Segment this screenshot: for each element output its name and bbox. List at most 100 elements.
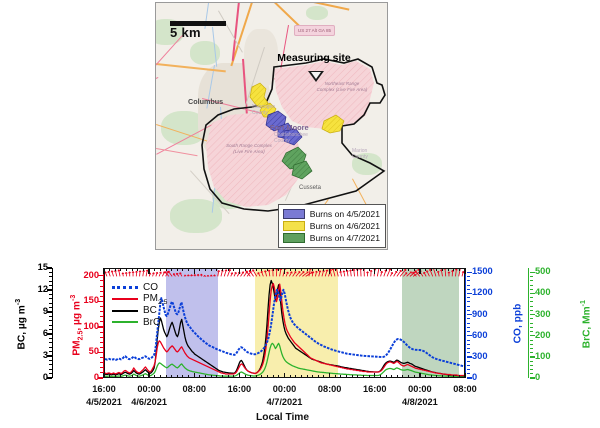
legend-line-co bbox=[112, 286, 138, 290]
y-minor-tick bbox=[467, 309, 470, 311]
y-minor-tick bbox=[467, 352, 470, 354]
map-legend-label: Burns on 4/7/2021 bbox=[309, 233, 380, 243]
y-axis-title-brc: BrC, Mm-1 bbox=[556, 300, 600, 348]
x-minor-tick bbox=[362, 375, 364, 378]
x-minor-tick bbox=[379, 268, 381, 271]
x-minor-tick bbox=[193, 375, 195, 378]
x-minor-tick bbox=[103, 268, 105, 271]
y-tick-label-co: 300 bbox=[472, 350, 488, 361]
y-minor-tick bbox=[100, 367, 103, 369]
legend-swatch-burns-4-7 bbox=[282, 233, 305, 243]
x-minor-tick bbox=[159, 375, 161, 378]
x-minor-tick bbox=[447, 375, 449, 378]
legend-swatch-burns-4-6 bbox=[282, 221, 305, 231]
x-minor-tick bbox=[300, 375, 302, 378]
x-minor-tick bbox=[261, 375, 263, 378]
x-minor-tick bbox=[340, 268, 342, 271]
x-minor-tick bbox=[272, 268, 274, 271]
y-minor-tick bbox=[100, 346, 103, 348]
series-line-brc bbox=[105, 342, 464, 377]
x-minor-tick bbox=[453, 268, 455, 271]
y-minor-tick bbox=[49, 324, 52, 326]
y-minor-tick bbox=[530, 373, 533, 375]
x-date-label: 4/8/2021 bbox=[401, 397, 438, 407]
x-minor-tick bbox=[227, 375, 229, 378]
x-minor-tick bbox=[441, 375, 443, 378]
x-minor-tick bbox=[289, 375, 291, 378]
x-minor-tick bbox=[458, 268, 460, 271]
x-minor-tick bbox=[238, 375, 240, 378]
y-minor-tick bbox=[100, 336, 103, 338]
y-minor-tick bbox=[467, 369, 470, 371]
y-minor-tick bbox=[530, 322, 533, 324]
y-tick-label-bc: 3 bbox=[42, 350, 48, 360]
x-minor-tick bbox=[165, 268, 167, 271]
x-minor-tick bbox=[329, 375, 331, 378]
y-minor-tick bbox=[530, 280, 533, 282]
y-minor-tick bbox=[467, 339, 470, 341]
y-minor-tick bbox=[530, 360, 533, 362]
x-minor-tick bbox=[221, 375, 223, 378]
y-tick-label-brc: 500 bbox=[535, 266, 551, 277]
y-minor-tick bbox=[49, 333, 52, 335]
y-minor-tick bbox=[467, 347, 470, 349]
y-minor-tick bbox=[530, 377, 533, 379]
y-tick-label-pm2-5: 200 bbox=[83, 269, 99, 280]
x-minor-tick bbox=[148, 375, 150, 378]
y-minor-tick bbox=[49, 307, 52, 309]
y-minor-tick bbox=[100, 321, 103, 323]
y-minor-tick bbox=[467, 280, 470, 282]
x-minor-tick bbox=[351, 268, 353, 271]
x-minor-tick bbox=[362, 268, 364, 271]
x-minor-tick bbox=[159, 268, 161, 271]
y-minor-tick bbox=[49, 342, 52, 344]
y-axis-label-co-text: CO, ppb bbox=[512, 303, 524, 344]
x-tick-label: 16:00 bbox=[92, 384, 116, 394]
map-scalebar: 5 km bbox=[170, 21, 226, 40]
y-minor-tick bbox=[100, 372, 103, 374]
x-minor-tick bbox=[193, 268, 195, 271]
x-minor-tick bbox=[430, 268, 432, 271]
y-minor-tick bbox=[467, 297, 470, 299]
x-minor-tick bbox=[278, 268, 280, 271]
x-minor-tick bbox=[188, 375, 190, 378]
y-minor-tick bbox=[467, 326, 470, 328]
y-minor-tick bbox=[100, 331, 103, 333]
y-minor-tick bbox=[530, 339, 533, 341]
y-tick-label-co: 1500 bbox=[472, 266, 493, 277]
y-minor-tick bbox=[530, 305, 533, 307]
y-minor-tick bbox=[530, 331, 533, 333]
chart-legend-item-bc: BC bbox=[112, 305, 167, 317]
x-date-label: 4/5/2021 bbox=[86, 397, 122, 407]
legend-line-pm25 bbox=[112, 298, 138, 301]
x-minor-tick bbox=[391, 375, 393, 378]
x-minor-tick bbox=[205, 268, 207, 271]
y-tick-label-pm2-5: 0 bbox=[93, 372, 99, 382]
y-minor-tick bbox=[100, 275, 103, 277]
y-tick-label-bc: 12 bbox=[37, 284, 48, 294]
y-tick-label-co: 600 bbox=[472, 329, 488, 340]
x-minor-tick bbox=[103, 375, 105, 378]
y-axis-label-brc-text: BrC, Mm bbox=[581, 306, 593, 349]
x-minor-tick bbox=[334, 375, 336, 378]
x-minor-tick bbox=[137, 375, 139, 378]
x-tick-label: 16:00 bbox=[227, 384, 252, 394]
y-minor-tick bbox=[467, 288, 470, 290]
x-minor-tick bbox=[171, 375, 173, 378]
x-minor-tick bbox=[396, 375, 398, 378]
map-vegetation-area bbox=[306, 6, 328, 20]
shaded-band-burns-4-7 bbox=[401, 269, 459, 377]
y-minor-tick bbox=[530, 271, 533, 273]
y-minor-tick bbox=[530, 297, 533, 299]
x-minor-tick bbox=[374, 268, 376, 271]
x-minor-tick bbox=[205, 375, 207, 378]
map-label-columbus: Columbus bbox=[188, 97, 224, 106]
x-minor-tick bbox=[300, 268, 302, 271]
y-minor-tick bbox=[467, 360, 470, 362]
map-panel: Northeast Range Complex (Live Fire Area)… bbox=[155, 2, 388, 250]
y-minor-tick bbox=[467, 343, 470, 345]
y-minor-tick bbox=[467, 305, 470, 307]
y-minor-tick bbox=[467, 322, 470, 324]
y-axis-co-line bbox=[465, 268, 467, 378]
x-minor-tick bbox=[306, 268, 308, 271]
